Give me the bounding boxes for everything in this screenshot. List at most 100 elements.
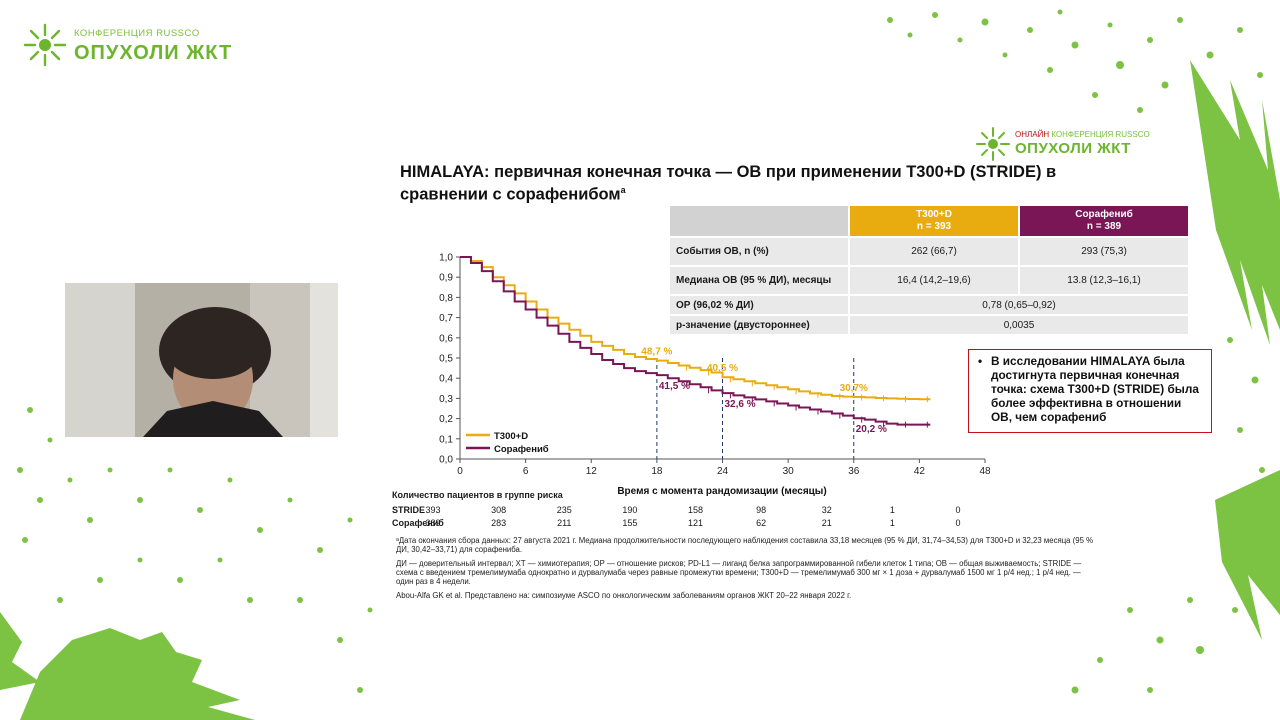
stride-name: T300+D	[916, 209, 952, 220]
table-row: События ОВ, n (%) 262 (66,7) 293 (75,3)	[670, 238, 1188, 265]
legend-label-stride: T300+D	[494, 431, 528, 442]
sunburst-logo-icon	[23, 23, 67, 67]
slide-brand-suffix: КОНФЕРЕНЦИЯ RUSSCO	[1051, 130, 1150, 139]
cell-sorafenib: 293 (75,3)	[1020, 238, 1188, 265]
table-row: p-значение (двустороннее) 0,0035	[670, 316, 1188, 334]
risk-count: 0	[955, 518, 961, 528]
risk-count: 98	[756, 505, 767, 515]
risk-table-title: Количество пациентов в группе риска	[392, 490, 563, 500]
risk-count: 190	[622, 505, 638, 515]
risk-count: 0	[955, 505, 961, 515]
cell-merged: 0,0035	[850, 316, 1188, 334]
table-header-row: T300+D n = 393 Сорафениб n = 389	[670, 206, 1188, 236]
x-axis: 0 6 12 18 24 30 36 42 48	[457, 458, 990, 477]
outcomes-table: T300+D n = 393 Сорафениб n = 389 События…	[668, 204, 1190, 336]
y-axis: 0,0 0,1 0,2 0,3 0,4 0,5 0,6 0,7 0,8 0,9 1,0	[439, 253, 461, 466]
slide-title-text: HIMALAYA: первичная конечная точка — ОВ …	[400, 163, 1057, 204]
x-tick-label: 42	[914, 466, 926, 477]
y-tick-label: 1,0	[439, 253, 453, 264]
y-tick-label: 0,2	[439, 414, 453, 425]
data-label: 30,7%	[840, 383, 868, 394]
brand-title: ОПУХОЛИ ЖКТ	[74, 42, 233, 64]
slide-brand-title: ОПУХОЛИ ЖКТ	[1015, 140, 1131, 157]
risk-count: 389	[425, 518, 441, 528]
footnote: Abou-Alfa GK et al. Представлено на: сим…	[396, 591, 852, 600]
table-row: ОР (96,02 % ДИ) 0,78 (0,65–0,92)	[670, 296, 1188, 314]
data-label: 48,7 %	[641, 347, 672, 358]
x-tick-label: 24	[717, 466, 729, 477]
stride-n: n = 393	[916, 221, 952, 232]
risk-count: 283	[491, 518, 507, 528]
brand-small-text: КОНФЕРЕНЦИЯ RUSSCO	[74, 28, 200, 39]
presenter-video[interactable]	[65, 283, 338, 437]
data-label: 40,5 %	[707, 363, 738, 374]
slide-title: HIMALAYA: первичная конечная точка — ОВ …	[400, 163, 1140, 204]
x-tick-label: 36	[848, 466, 860, 477]
conclusion-callout: • В исследовании HIMALAYA была достигнут…	[968, 349, 1212, 433]
cell-stride: 262 (66,7)	[850, 238, 1018, 265]
x-tick-label: 12	[586, 466, 598, 477]
survival-curve	[460, 256, 931, 426]
slide-brand-small: ОНЛАЙН КОНФЕРЕНЦИЯ RUSSCO	[1015, 130, 1150, 139]
cell-merged: 0,78 (0,65–0,92)	[850, 296, 1188, 314]
y-tick-label: 0,8	[439, 293, 453, 304]
risk-count: 235	[556, 505, 572, 515]
risk-count: 308	[491, 505, 507, 515]
data-label: 41,5 %	[659, 381, 690, 392]
cell-stride: 16,4 (14,2–19,6)	[850, 267, 1018, 294]
risk-count: 62	[756, 518, 767, 528]
risk-count: 211	[557, 518, 572, 528]
cell-sorafenib: 13.8 (12,3–16,1)	[1020, 267, 1188, 294]
footnote: ᵃДата окончания сбора данных: 27 августа…	[396, 536, 1094, 554]
column-header-sorafenib: Сорафениб n = 389	[1020, 206, 1188, 236]
row-label: ОР (96,02 % ДИ)	[670, 296, 848, 314]
y-tick-label: 0,3	[439, 394, 453, 405]
y-tick-label: 0,0	[439, 455, 453, 466]
y-tick-label: 0,7	[439, 313, 453, 324]
sunburst-logo-icon	[976, 127, 1010, 161]
risk-count: 1	[889, 505, 895, 515]
x-axis-label: Время с момента рандомизации (месяцы)	[617, 486, 826, 497]
sorafenib-name: Сорафениб	[1075, 209, 1133, 220]
risk-row-label: Сорафениб	[392, 518, 444, 528]
kaplan-meier-chart: 0,0 0,1 0,2 0,3 0,4 0,5 0,6 0,7 0,8 0,9 1,0 0 6 12 18…	[439, 253, 990, 498]
risk-count: 158	[687, 505, 704, 515]
y-tick-label: 0,1	[439, 434, 453, 445]
slide-title-footnote-marker: a	[620, 185, 626, 195]
annotations: 48,7 % 40,5 % 30,7% 41,5 % 32,6 % 20,2 %	[641, 347, 887, 436]
legend-label-sorafenib: Сорафениб	[494, 444, 549, 455]
risk-row-label: STRIDE	[392, 505, 426, 515]
callout-text: В исследовании HIMALAYA была достигнута …	[991, 354, 1199, 424]
risk-count: 121	[687, 518, 704, 528]
table-row: Медиана ОВ (95 % ДИ), месяцы 16,4 (14,2–…	[670, 267, 1188, 294]
survival-curve	[460, 256, 931, 401]
x-tick-label: 18	[651, 466, 663, 477]
row-label: События ОВ, n (%)	[670, 238, 848, 265]
bullet: •	[978, 354, 983, 368]
data-label: 32,6 %	[725, 399, 756, 410]
chart-legend: T300+D Сорафениб	[466, 431, 549, 455]
sorafenib-n: n = 389	[1086, 221, 1122, 232]
footnote: ДИ — доверительный интервал; ХТ — химиот…	[396, 559, 1082, 586]
risk-count: 32	[821, 505, 832, 515]
risk-count: 155	[622, 518, 638, 528]
table-header-blank	[670, 206, 848, 236]
row-label: p-значение (двустороннее)	[670, 316, 848, 334]
column-header-stride: T300+D n = 393	[850, 206, 1018, 236]
risk-count: 393	[425, 505, 441, 515]
x-tick-label: 0	[457, 466, 463, 477]
x-tick-label: 6	[523, 466, 529, 477]
y-tick-label: 0,5	[439, 354, 453, 365]
data-label: 20,2 %	[856, 424, 887, 435]
presenter-image	[65, 283, 338, 437]
x-tick-label: 48	[979, 466, 990, 477]
y-tick-label: 0,9	[439, 273, 453, 284]
row-label: Медиана ОВ (95 % ДИ), месяцы	[670, 267, 848, 294]
x-tick-label: 30	[783, 466, 795, 477]
risk-count: 21	[821, 518, 832, 528]
slide-brand-prefix: ОНЛАЙН	[1015, 130, 1052, 139]
y-tick-label: 0,4	[439, 374, 453, 385]
risk-count: 1	[889, 518, 895, 528]
survival-curves	[460, 256, 931, 428]
